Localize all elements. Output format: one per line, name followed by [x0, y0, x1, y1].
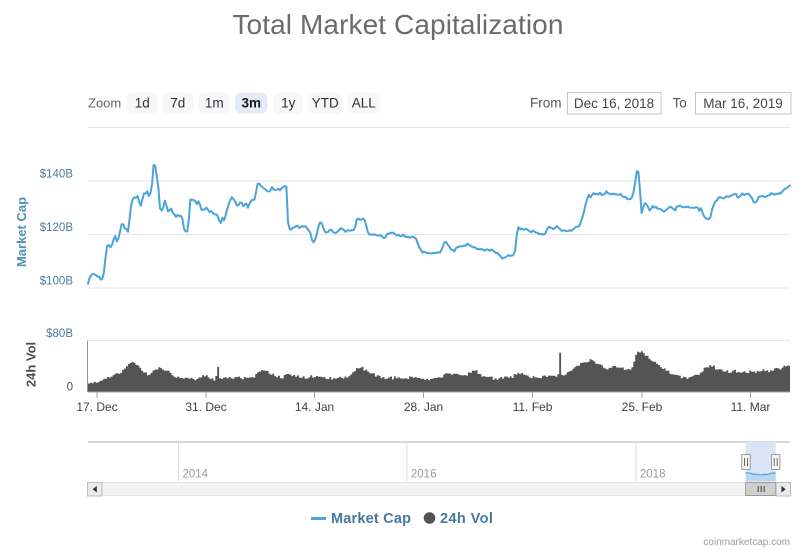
svg-text:24h Vol: 24h Vol — [24, 342, 39, 387]
svg-text:14. Jan: 14. Jan — [295, 400, 334, 414]
svg-text:2018: 2018 — [640, 469, 666, 481]
svg-text:$140B: $140B — [40, 169, 74, 181]
svg-text:Mar 16, 2019: Mar 16, 2019 — [703, 96, 783, 111]
svg-text:To: To — [673, 96, 687, 111]
svg-text:11. Feb: 11. Feb — [513, 400, 553, 414]
svg-text:11. Mar: 11. Mar — [731, 400, 771, 414]
svg-text:7d: 7d — [170, 96, 185, 111]
svg-text:Market Cap: Market Cap — [331, 511, 411, 527]
svg-text:1d: 1d — [135, 96, 150, 111]
svg-text:Total Market Capitalization: Total Market Capitalization — [232, 9, 563, 40]
svg-text:0: 0 — [67, 382, 73, 394]
svg-text:YTD: YTD — [312, 96, 339, 111]
svg-text:1y: 1y — [281, 96, 296, 111]
svg-text:$80B: $80B — [46, 328, 73, 340]
svg-text:17. Dec: 17. Dec — [76, 400, 117, 414]
svg-text:From: From — [530, 96, 562, 111]
svg-text:24h Vol: 24h Vol — [440, 511, 493, 527]
svg-text:$120B: $120B — [40, 222, 74, 234]
svg-text:$100B: $100B — [40, 276, 74, 288]
svg-text:Dec 16, 2018: Dec 16, 2018 — [574, 96, 654, 111]
svg-text:28. Jan: 28. Jan — [404, 400, 443, 414]
svg-text:31. Dec: 31. Dec — [185, 400, 226, 414]
svg-text:Zoom: Zoom — [88, 96, 121, 111]
svg-text:1m: 1m — [205, 96, 224, 111]
svg-text:3m: 3m — [241, 96, 261, 111]
svg-text:Market Cap: Market Cap — [14, 197, 29, 267]
svg-text:25. Feb: 25. Feb — [622, 400, 663, 414]
svg-text:ALL: ALL — [352, 96, 377, 111]
svg-text:2016: 2016 — [411, 469, 437, 481]
svg-text:2014: 2014 — [183, 469, 209, 481]
svg-text:coinmarketcap.com: coinmarketcap.com — [703, 537, 790, 548]
